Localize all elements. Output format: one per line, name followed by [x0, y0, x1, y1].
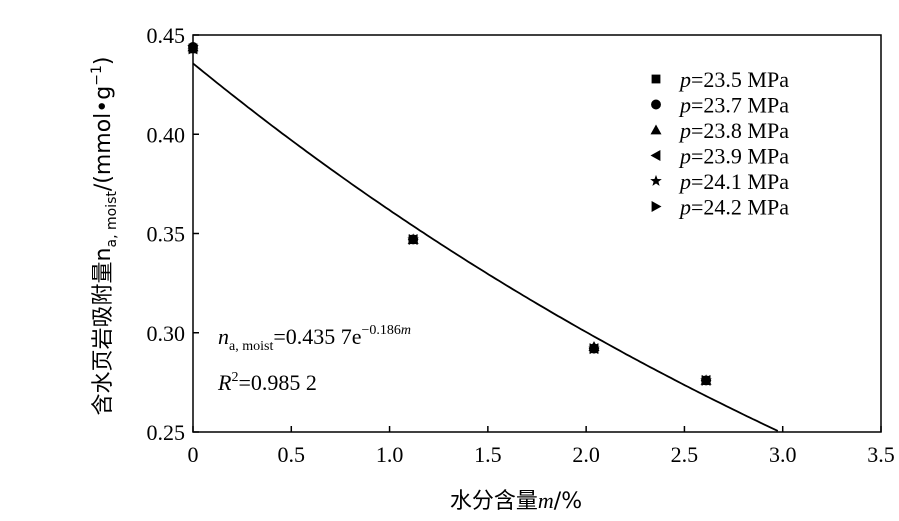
- fit-equation-var: n: [218, 324, 229, 349]
- x-tick-label: 2.0: [572, 442, 600, 467]
- y-tick-label: 0.45: [147, 23, 186, 48]
- y-tick-label: 0.40: [147, 122, 186, 147]
- legend-marker-triangle-right: [651, 201, 662, 212]
- x-tick-label: 3.0: [769, 442, 797, 467]
- x-tick-label: 1.5: [474, 442, 502, 467]
- fit-equation-exp-var: m: [401, 323, 411, 338]
- x-tick-label: 0: [188, 442, 199, 467]
- y-axis-title-main: 含水页岩吸附量n: [91, 248, 116, 416]
- fit-equation: na, moist=0.435 7e−0.186m: [218, 323, 411, 354]
- x-tick-label: 3.5: [867, 442, 895, 467]
- y-axis-title-close: ): [91, 57, 116, 66]
- legend-label-var: p: [678, 93, 691, 118]
- legend-label: p=23.8 MPa: [678, 118, 789, 143]
- legend-label: p=23.5 MPa: [678, 67, 789, 92]
- legend-label-value: =24.1 MPa: [691, 169, 789, 194]
- legend-label: p=23.7 MPa: [678, 93, 789, 118]
- fit-equation-sub: a, moist: [229, 339, 273, 354]
- legend-label-var: p: [678, 195, 691, 220]
- r-squared-value: =0.985 2: [238, 370, 316, 395]
- x-tick-label: 2.5: [671, 442, 699, 467]
- x-axis-title-var: m: [538, 488, 554, 513]
- fit-layer: [192, 62, 779, 432]
- legend-marker-triangle-left: [650, 150, 661, 161]
- legend-marker-triangle-up: [650, 124, 662, 135]
- x-axis-title-unit: /%: [554, 489, 582, 514]
- legend-label-var: p: [678, 144, 691, 169]
- legend-label: p=23.9 MPa: [678, 144, 789, 169]
- data-point-triangle-right: [589, 343, 600, 355]
- x-tick-label: 0.5: [278, 442, 306, 467]
- r-squared-sup: 2: [231, 370, 238, 385]
- legend-label-value: =23.8 MPa: [691, 118, 789, 143]
- x-axis-title: 水分含量m/%: [450, 488, 582, 514]
- y-axis-title-sub: a, moist: [104, 191, 120, 248]
- x-axis-title-text: 水分含量m/%: [450, 488, 582, 514]
- legend-label-var: p: [678, 118, 691, 143]
- legend-label-value: =23.7 MPa: [691, 93, 789, 118]
- y-axis-title-unit: /(mmol•g: [91, 86, 116, 191]
- x-tick-label: 1.0: [376, 442, 404, 467]
- legend-marker-square: [651, 74, 661, 84]
- data-point-triangle-right: [408, 233, 419, 245]
- legend-label-value: =24.2 MPa: [691, 195, 789, 220]
- legend-label-value: =23.5 MPa: [691, 67, 789, 92]
- y-tick-label: 0.35: [147, 222, 186, 247]
- legend-label: p=24.2 MPa: [678, 195, 789, 220]
- legend-label-var: p: [678, 169, 691, 194]
- legend-label-value: =23.9 MPa: [691, 144, 789, 169]
- fit-equation-main: =0.435 7e: [273, 324, 361, 349]
- data-point-triangle-right: [701, 374, 712, 386]
- legend-label-var: p: [678, 67, 691, 92]
- axis-ticks: 0 0.5 1.0 1.5 2.0 2.5 3.0 3.5 0.25 0.30 0.35 0.40 0.…: [147, 23, 895, 467]
- legend-marker-star: [650, 174, 662, 186]
- legend-marker-circle: [651, 99, 661, 110]
- x-axis-title-part: 水分含量: [450, 489, 538, 514]
- y-tick-label: 0.30: [147, 321, 186, 346]
- r-squared-var: R: [217, 370, 232, 395]
- y-axis-title: 含水页岩吸附量na, moist/(mmol•g−1): [89, 57, 120, 416]
- legend-label: p=24.1 MPa: [678, 169, 789, 194]
- data-points: [187, 40, 712, 386]
- y-axis-title-unit-sup: −1: [89, 65, 105, 86]
- data-point-triangle-right: [188, 43, 199, 55]
- fit-equation-exp: −0.186: [362, 323, 401, 338]
- r-squared: R2=0.985 2: [217, 370, 317, 395]
- fit-curve: [192, 62, 779, 432]
- y-tick-label: 0.25: [147, 420, 186, 445]
